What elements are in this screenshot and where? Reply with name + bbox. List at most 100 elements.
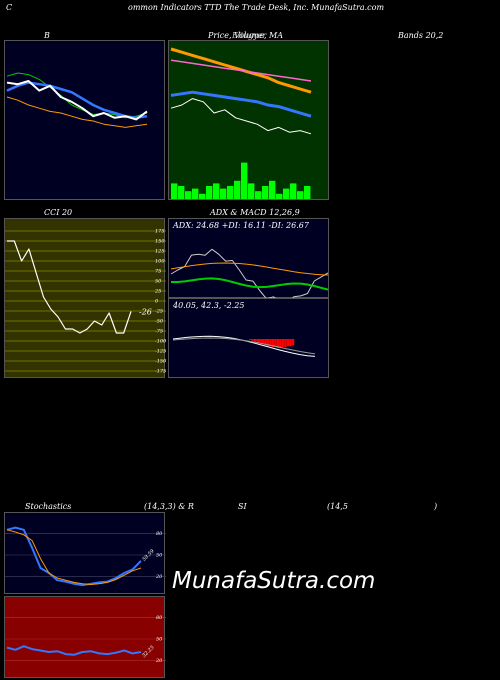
- volume-bar: [213, 183, 220, 199]
- plus-di-line: [171, 277, 329, 291]
- price-chart: [170, 47, 312, 199]
- macd-histogram-bar: [261, 339, 264, 345]
- cci-tick-label: 175: [155, 229, 165, 235]
- cci-panel: 175 150 125 100 75 50 25 0 -25 -50 -75 -100 -125 -150…: [4, 218, 167, 378]
- title-bands: Bands 20,2: [398, 31, 444, 40]
- cci-tick-label: -100: [155, 339, 167, 345]
- title-b: B: [44, 31, 50, 40]
- rsi-panel: 80 50 20 32.25: [4, 596, 166, 678]
- cci-tick-label: -175: [155, 369, 166, 375]
- title-price-overlay: Eliugyer: [232, 31, 267, 40]
- volume-bar: [234, 180, 241, 199]
- cci-chart: 175 150 125 100 75 50 25 0 -25 -50 -75 -100 -125 -150…: [5, 229, 167, 375]
- volume-bar: [206, 186, 213, 199]
- stochastics-d-line: [6, 529, 142, 585]
- macd-chart: [172, 335, 316, 357]
- bands-chart: [6, 72, 148, 128]
- stochastics-chart: 80 50 20 59.59: [5, 526, 166, 587]
- cci-tick-label: 0: [155, 299, 159, 305]
- rsi-tick-label: 80: [156, 615, 163, 621]
- macd-histogram-bar: [279, 339, 282, 348]
- rsi-line: [6, 645, 142, 656]
- watermark: MunafaSutra.com: [172, 568, 376, 594]
- volume-bar: [283, 188, 290, 199]
- minus-di-line: [170, 262, 329, 276]
- title-stoch-d: (14,5: [327, 502, 348, 511]
- volume-bar: [227, 186, 234, 199]
- volume-bar: [248, 183, 255, 199]
- bands-middle-line: [6, 81, 148, 120]
- bands-lower-line: [6, 96, 148, 128]
- cci-tick-label: -150: [155, 359, 167, 365]
- adx-chart: [170, 248, 329, 306]
- title-stoch-c: SI: [238, 502, 247, 511]
- volume-bar: [304, 186, 311, 199]
- cci-tick-label: -75: [155, 329, 163, 335]
- cci-tick-label: -25: [155, 309, 163, 315]
- macd-histogram-bar: [286, 339, 290, 347]
- title-stoch-b: (14,3,3) & R: [144, 502, 194, 511]
- macd-histogram-bar: [291, 339, 295, 346]
- macd-histogram-bar: [289, 339, 292, 347]
- volume-bar: [199, 193, 206, 199]
- volume-bar: [269, 180, 276, 199]
- stochastics-tick-label: 80: [156, 531, 163, 537]
- cci-line: [7, 240, 132, 334]
- macd-histogram-bar: [271, 339, 275, 348]
- volume-bar: [290, 183, 297, 199]
- title-adx-macd: ADX & MACD 12,26,9: [210, 208, 300, 217]
- volume-bar: [220, 188, 227, 199]
- macd-histogram-bar: [276, 339, 280, 348]
- macd-histogram-bar: [284, 339, 287, 348]
- cci-tick-label: -125: [155, 349, 166, 355]
- macd-readout: 40.05, 42.3, -2.25: [173, 301, 245, 310]
- cci-tick-label: -50: [155, 319, 164, 325]
- adx-panel: ADX: 24.68 +DI: 16.11 -DI: 26.67: [168, 218, 329, 306]
- bands-panel: [4, 40, 165, 200]
- adx-line: [170, 248, 329, 306]
- title-stoch-a: Stochastics: [25, 502, 72, 511]
- volume-bar: [185, 191, 192, 199]
- adx-readout: ADX: 24.68 +DI: 16.11 -DI: 26.67: [173, 221, 309, 230]
- stochastics-value-label: 59.59: [141, 548, 156, 563]
- macd-histogram-bar: [254, 339, 257, 342]
- macd-histogram-bar: [269, 339, 272, 347]
- stochastics-panel: 80 50 20 59.59: [4, 512, 166, 594]
- cci-tick-label: 100: [155, 259, 165, 265]
- macd-histogram-bar: [256, 339, 259, 343]
- macd-histogram-bar: [266, 339, 269, 347]
- macd-histogram-bar: [259, 339, 262, 344]
- stochastics-tick-label: 20: [155, 574, 163, 580]
- macd-histogram-bar: [249, 339, 252, 340]
- volume-bar: [171, 183, 178, 199]
- header-title: ommon Indicators TTD The Trade Desk, Inc…: [128, 3, 385, 12]
- cci-value-label: -26: [139, 307, 152, 316]
- volume-bar: [241, 162, 248, 199]
- volume-bar: [262, 186, 269, 199]
- bands-price-line: [6, 80, 148, 121]
- title-price: Price, Volume, MA: [208, 31, 284, 40]
- cci-tick-label: 50: [155, 279, 162, 285]
- volume-bar: [276, 193, 283, 199]
- price-ma-long-line: [170, 47, 312, 94]
- header-left: C: [6, 3, 13, 12]
- macd-histogram-bar: [264, 339, 267, 346]
- cci-tick-label: 25: [154, 289, 161, 295]
- cci-tick-label: 125: [155, 249, 165, 255]
- stochastics-k-line: [6, 526, 142, 587]
- macd-panel: 40.05, 42.3, -2.25: [168, 298, 329, 378]
- cci-tick-label: 75: [155, 269, 161, 275]
- rsi-tick-label: 20: [155, 658, 163, 664]
- macd-histogram-bar: [251, 339, 254, 341]
- stochastics-tick-label: 50: [156, 553, 163, 559]
- volume-bar: [178, 186, 185, 199]
- macd-signal-line: [172, 337, 316, 355]
- title-cci: CCI 20: [44, 208, 73, 217]
- cci-tick-label: 150: [155, 239, 165, 245]
- macd-histogram-bar: [281, 339, 285, 348]
- rsi-value-label: 32.25: [141, 645, 155, 659]
- rsi-tick-label: 50: [156, 637, 163, 643]
- price-ma-mid-line: [170, 59, 312, 82]
- price-ma-short-line: [170, 90, 312, 118]
